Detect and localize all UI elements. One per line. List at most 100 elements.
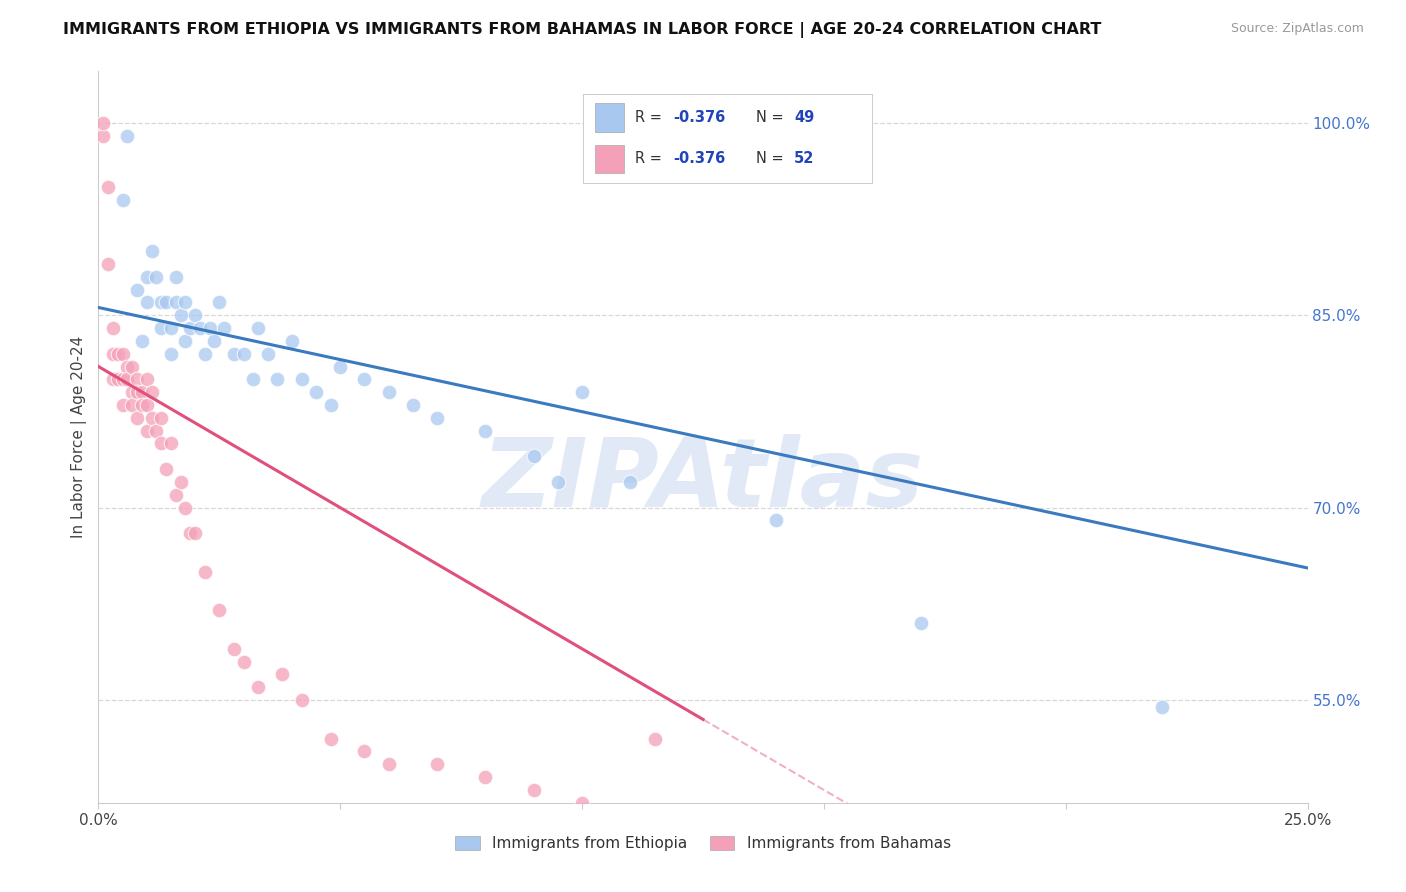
Legend: Immigrants from Ethiopia, Immigrants from Bahamas: Immigrants from Ethiopia, Immigrants fro… (449, 830, 957, 857)
Point (155, 462, 177, 476)
Point (402, 398, 425, 412)
Point (117, 128, 139, 143)
Text: N =: N = (756, 111, 789, 125)
Point (91, 128, 114, 143)
Point (101, 321, 124, 335)
Point (169, 475, 191, 489)
Point (127, 385, 149, 400)
Point (111, 193, 134, 207)
Y-axis label: In Labor Force | Age 20-24: In Labor Force | Age 20-24 (72, 336, 87, 538)
Point (319, 398, 342, 412)
Text: R =: R = (636, 152, 666, 166)
Point (131, 385, 153, 400)
Point (426, 410, 449, 425)
Point (204, 334, 226, 348)
Point (145, 424, 167, 438)
Point (232, 346, 254, 360)
Point (329, 359, 352, 374)
Point (765, 514, 787, 528)
Point (141, 385, 163, 400)
Point (179, 321, 201, 335)
Point (198, 321, 221, 335)
Point (523, 450, 546, 464)
Point (145, 269, 167, 284)
Point (165, 269, 187, 284)
Point (121, 359, 143, 374)
Point (179, 526, 201, 541)
Point (141, 410, 163, 425)
Point (135, 398, 157, 412)
Point (247, 681, 270, 695)
FancyBboxPatch shape (595, 145, 624, 173)
Point (117, 359, 139, 374)
Point (101, 346, 124, 360)
Point (242, 372, 264, 386)
Point (135, 372, 157, 386)
Text: 52: 52 (794, 152, 814, 166)
Point (150, 295, 173, 310)
Point (150, 321, 173, 335)
Point (271, 667, 294, 681)
Point (107, 346, 129, 360)
Text: 49: 49 (794, 111, 814, 125)
Point (188, 321, 211, 335)
Point (91, 116, 114, 130)
Point (1152, 699, 1174, 714)
Point (117, 372, 139, 386)
Point (523, 783, 546, 797)
Point (910, 616, 932, 631)
Point (131, 334, 153, 348)
Point (377, 757, 399, 772)
Point (222, 346, 245, 360)
Point (353, 372, 375, 386)
Point (150, 436, 173, 450)
Point (174, 500, 197, 515)
Point (290, 372, 312, 386)
Point (111, 372, 134, 386)
Point (474, 424, 496, 438)
Point (571, 796, 593, 810)
Text: ZIPAtlas: ZIPAtlas (482, 434, 924, 527)
Point (184, 526, 207, 541)
FancyBboxPatch shape (595, 103, 624, 132)
Point (353, 744, 375, 758)
Point (212, 321, 235, 335)
Point (121, 398, 143, 412)
Point (426, 757, 449, 772)
Point (571, 385, 593, 400)
Point (281, 334, 304, 348)
Point (131, 398, 153, 412)
Point (160, 321, 183, 335)
Point (127, 372, 149, 386)
Point (135, 424, 157, 438)
Point (97, 257, 120, 271)
Point (194, 565, 217, 579)
Point (111, 398, 134, 412)
Point (174, 295, 197, 310)
Point (319, 731, 342, 746)
Point (232, 655, 254, 669)
Point (160, 346, 183, 360)
Point (247, 321, 270, 335)
Point (474, 770, 496, 784)
Point (160, 436, 183, 450)
Point (208, 295, 231, 310)
Text: R =: R = (636, 111, 666, 125)
Point (290, 693, 312, 707)
Text: -0.376: -0.376 (673, 111, 725, 125)
Text: Source: ZipAtlas.com: Source: ZipAtlas.com (1230, 22, 1364, 36)
Point (135, 295, 157, 310)
Point (222, 641, 245, 656)
Point (97, 179, 120, 194)
Point (121, 385, 143, 400)
Point (377, 385, 399, 400)
Text: IMMIGRANTS FROM ETHIOPIA VS IMMIGRANTS FROM BAHAMAS IN LABOR FORCE | AGE 20-24 C: IMMIGRANTS FROM ETHIOPIA VS IMMIGRANTS F… (63, 22, 1102, 38)
Point (547, 475, 569, 489)
Text: N =: N = (756, 152, 789, 166)
Point (169, 308, 191, 322)
Point (107, 372, 129, 386)
Point (155, 295, 177, 310)
Point (127, 283, 149, 297)
Point (141, 244, 163, 258)
Point (208, 603, 231, 617)
